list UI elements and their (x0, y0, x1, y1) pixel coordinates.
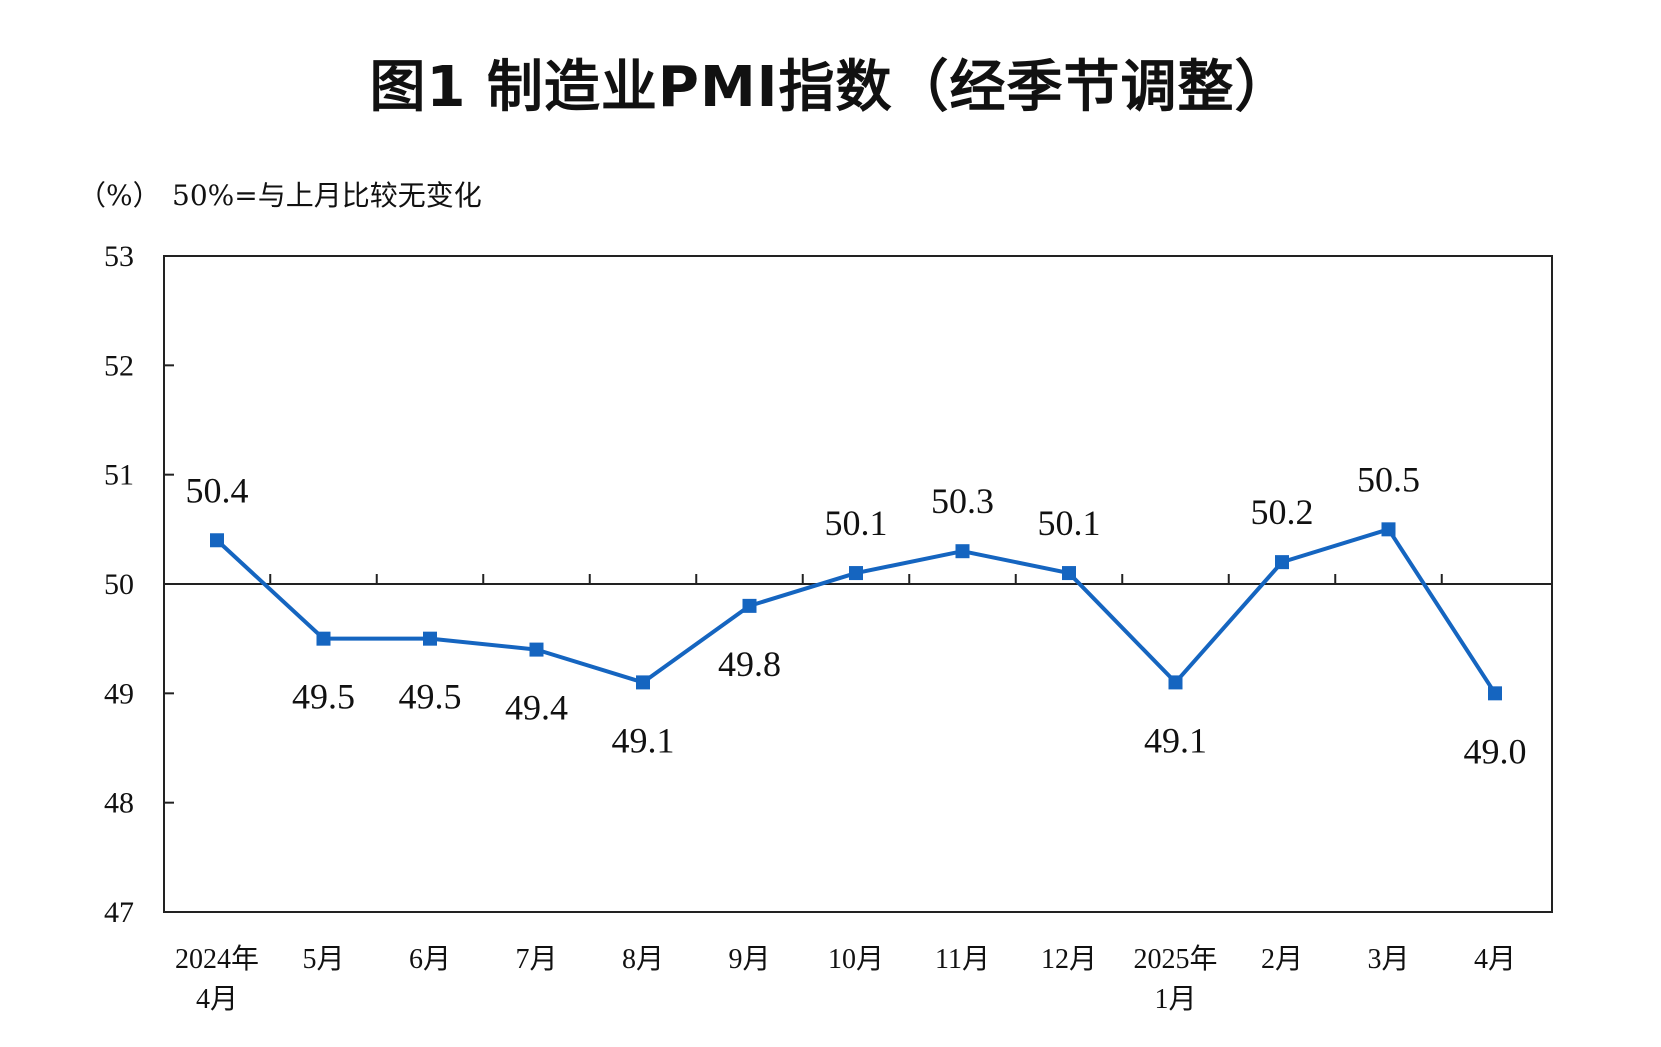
x-category-label: 5月 (302, 944, 344, 975)
pmi-data-label: 50.5 (1357, 459, 1420, 499)
pmi-data-point (316, 631, 331, 646)
x-category-label: 12月 (1041, 944, 1097, 975)
x-category-label: 4月 (1474, 944, 1516, 975)
pmi-data-label: 50.1 (1038, 503, 1101, 543)
x-category-label: 1月 (1154, 984, 1196, 1015)
y-tick-label: 49 (104, 677, 134, 710)
y-tick-label: 53 (104, 240, 134, 273)
pmi-data-point (955, 544, 970, 559)
pmi-data-point (1381, 522, 1396, 537)
y-tick-label: 52 (104, 349, 134, 382)
chart-title: 图1 制造业PMI指数（经季节调整） (369, 55, 1292, 120)
x-category-label: 7月 (515, 944, 557, 975)
pmi-data-point (849, 566, 863, 581)
pmi-data-point (210, 533, 224, 548)
pmi-data-label: 49.0 (1464, 731, 1527, 771)
x-category-label: 11月 (935, 944, 990, 975)
x-category-label: 2025年 (1133, 943, 1217, 975)
reference-note: 50%=与上月比较无变化 (172, 179, 482, 212)
pmi-data-point (742, 598, 757, 613)
pmi-data-label: 49.5 (292, 677, 355, 717)
pmi-data-label: 49.1 (612, 720, 675, 760)
pmi-data-label: 49.1 (1144, 720, 1207, 760)
y-tick-label: 50 (104, 568, 134, 601)
pmi-data-label: 50.3 (931, 481, 994, 521)
pmi-data-point (1488, 686, 1502, 701)
y-tick-label: 48 (104, 787, 134, 820)
y-unit-label: （%） (78, 179, 161, 212)
pmi-data-point (1062, 566, 1076, 581)
pmi-data-label: 50.1 (825, 503, 888, 543)
y-tick-label: 51 (104, 459, 134, 492)
pmi-data-point (1275, 555, 1289, 570)
x-category-label: 2024年 (175, 943, 259, 975)
x-category-label: 6月 (409, 944, 451, 975)
pmi-data-label: 49.4 (505, 688, 568, 728)
pmi-data-point (423, 631, 437, 646)
pmi-data-point (529, 642, 544, 657)
pmi-data-point (636, 675, 650, 690)
y-tick-label: 47 (104, 896, 134, 929)
pmi-data-point (1168, 675, 1183, 690)
pmi-series-line (215, 527, 1497, 695)
pmi-data-label: 50.4 (186, 470, 249, 510)
x-category-label: 4月 (196, 984, 238, 1015)
pmi-data-label: 49.5 (399, 677, 462, 717)
x-category-label: 2月 (1261, 944, 1303, 975)
x-category-label: 9月 (728, 944, 770, 975)
x-category-label: 3月 (1367, 944, 1409, 975)
x-category-label: 10月 (828, 944, 884, 975)
pmi-data-label: 50.2 (1251, 492, 1314, 532)
x-category-label: 8月 (622, 944, 664, 975)
pmi-data-label: 49.8 (718, 644, 781, 684)
